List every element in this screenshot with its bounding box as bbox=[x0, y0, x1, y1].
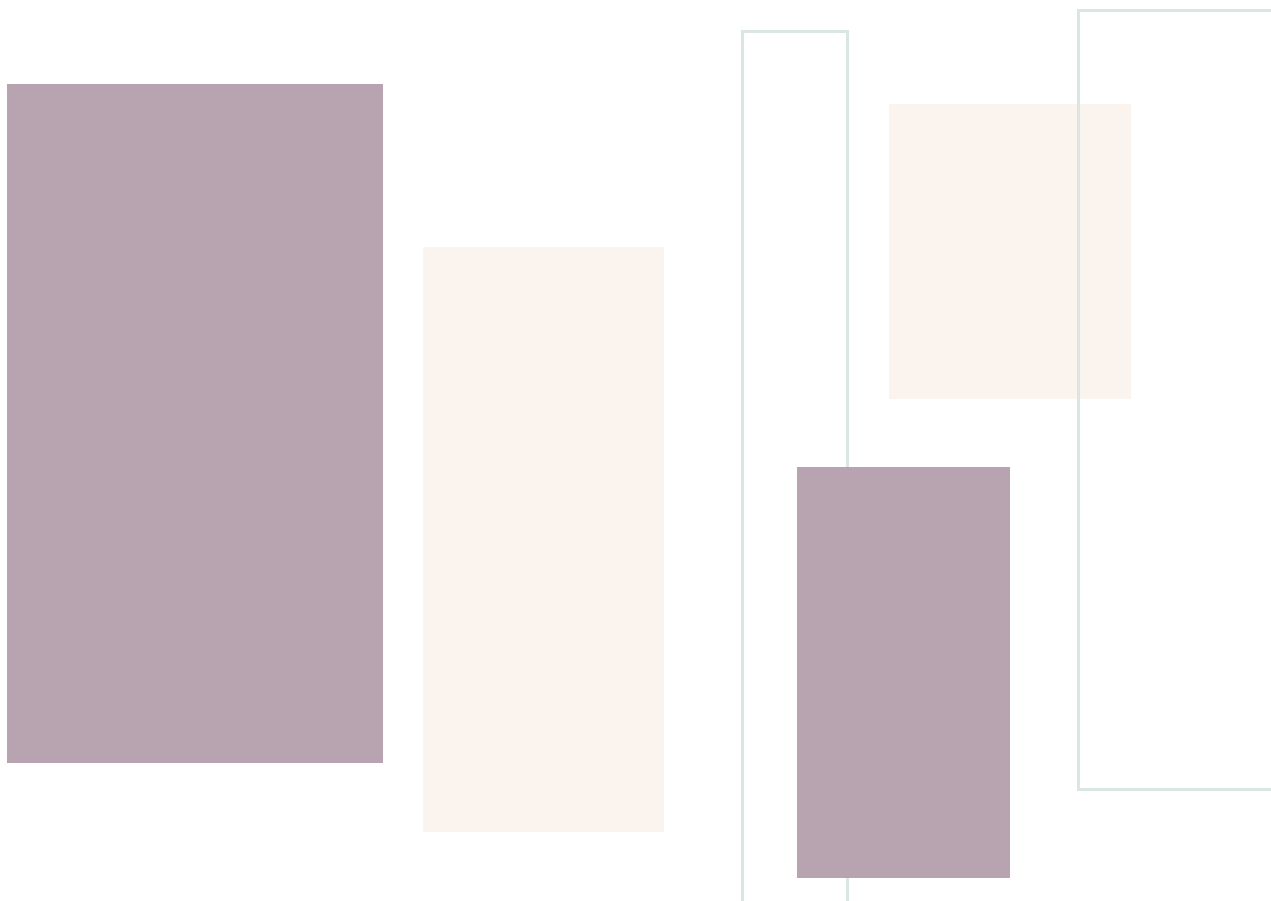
mauve-block-lower bbox=[797, 467, 1010, 878]
outline-frame-right bbox=[1077, 9, 1271, 791]
outline-frame-narrow bbox=[741, 30, 849, 901]
cream-block-middle bbox=[423, 247, 664, 832]
mauve-block-left bbox=[7, 84, 383, 763]
cream-block-upper bbox=[889, 104, 1131, 399]
